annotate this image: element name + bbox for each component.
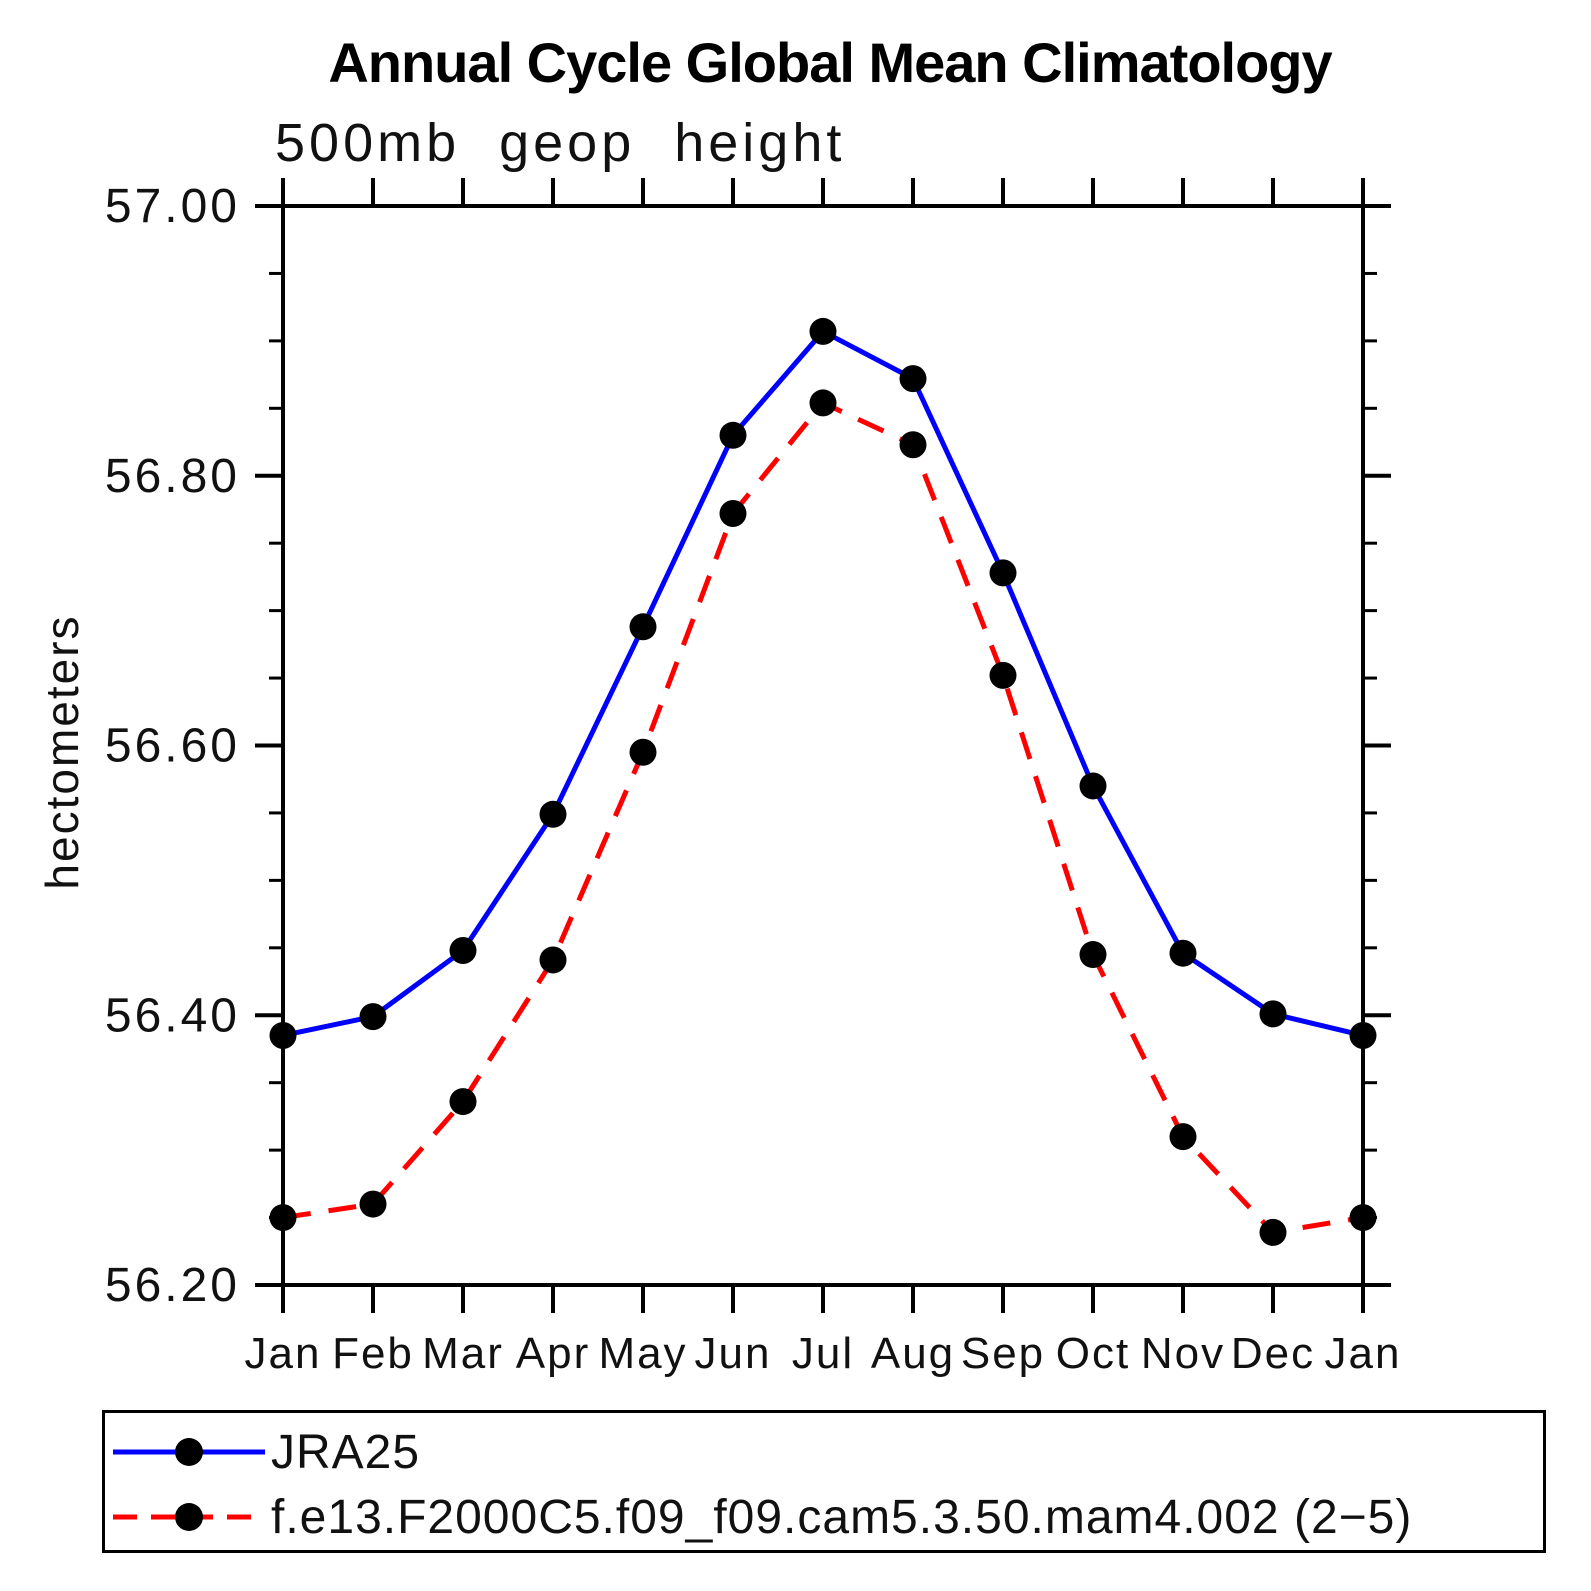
data-point-marker xyxy=(1079,941,1107,969)
data-point-marker xyxy=(899,431,927,459)
legend-box: JRA25 f.e13.F2000C5.f09_f09.cam5.3.50.ma… xyxy=(102,1410,1546,1553)
x-tick-label: Jan xyxy=(245,1329,322,1378)
data-point-marker xyxy=(719,500,747,528)
x-tick-label: May xyxy=(598,1329,687,1378)
data-point-marker xyxy=(269,1204,297,1232)
legend-entry-jra25: JRA25 xyxy=(109,1426,420,1479)
legend-entry-model: f.e13.F2000C5.f09_f09.cam5.3.50.mam4.002… xyxy=(109,1491,1412,1544)
data-point-marker xyxy=(719,421,747,449)
y-tick-label: 56.80 xyxy=(105,450,240,503)
legend-line-sample-dashed xyxy=(113,1503,265,1531)
legend-label-jra25: JRA25 xyxy=(271,1425,421,1479)
data-point-marker xyxy=(629,613,657,641)
data-point-marker xyxy=(1259,1000,1287,1028)
y-tick-label: 57.00 xyxy=(105,180,240,233)
x-tick-label: Jan xyxy=(1325,1329,1402,1378)
data-point-marker xyxy=(539,800,567,828)
data-point-marker xyxy=(449,1088,477,1116)
data-point-marker xyxy=(1169,939,1197,967)
x-tick-label: Apr xyxy=(516,1329,590,1378)
x-tick-label: Jul xyxy=(792,1329,854,1378)
data-point-marker xyxy=(899,365,927,393)
y-tick-label: 56.60 xyxy=(105,720,240,773)
legend-line-sample-solid xyxy=(113,1438,265,1466)
chart-title: Annual Cycle Global Mean Climatology xyxy=(328,31,1332,94)
x-tick-label: Aug xyxy=(871,1329,955,1378)
data-point-marker xyxy=(1349,1204,1377,1232)
legend-label-model: f.e13.F2000C5.f09_f09.cam5.3.50.mam4.002… xyxy=(271,1490,1413,1544)
data-point-marker xyxy=(449,937,477,965)
x-tick-label: Jun xyxy=(695,1329,772,1378)
series-line-0 xyxy=(282,328,1364,1038)
data-point-marker xyxy=(809,389,837,417)
data-point-marker xyxy=(1169,1123,1197,1151)
x-tick-label: Nov xyxy=(1141,1329,1225,1378)
data-point-marker xyxy=(1259,1218,1287,1246)
x-tick-label: Mar xyxy=(422,1329,504,1378)
series-line-1 xyxy=(282,400,1364,1235)
data-point-marker xyxy=(539,946,567,974)
x-tick-label: Dec xyxy=(1231,1329,1315,1378)
data-point-marker xyxy=(1079,772,1107,800)
x-tick-label: Oct xyxy=(1056,1329,1130,1378)
chart-subtitle: 500mb geop height xyxy=(275,113,846,173)
x-tick-label: Feb xyxy=(332,1329,414,1378)
y-tick-label: 56.40 xyxy=(105,989,240,1042)
data-point-marker xyxy=(359,1003,387,1031)
data-point-marker xyxy=(809,317,837,345)
data-point-marker xyxy=(269,1021,297,1049)
data-point-marker xyxy=(989,559,1017,587)
y-tick-label: 56.20 xyxy=(105,1259,240,1312)
data-point-marker xyxy=(989,661,1017,689)
data-point-marker xyxy=(359,1190,387,1218)
data-point-marker xyxy=(629,738,657,766)
data-point-marker xyxy=(1349,1021,1377,1049)
x-tick-label: Sep xyxy=(961,1329,1045,1378)
